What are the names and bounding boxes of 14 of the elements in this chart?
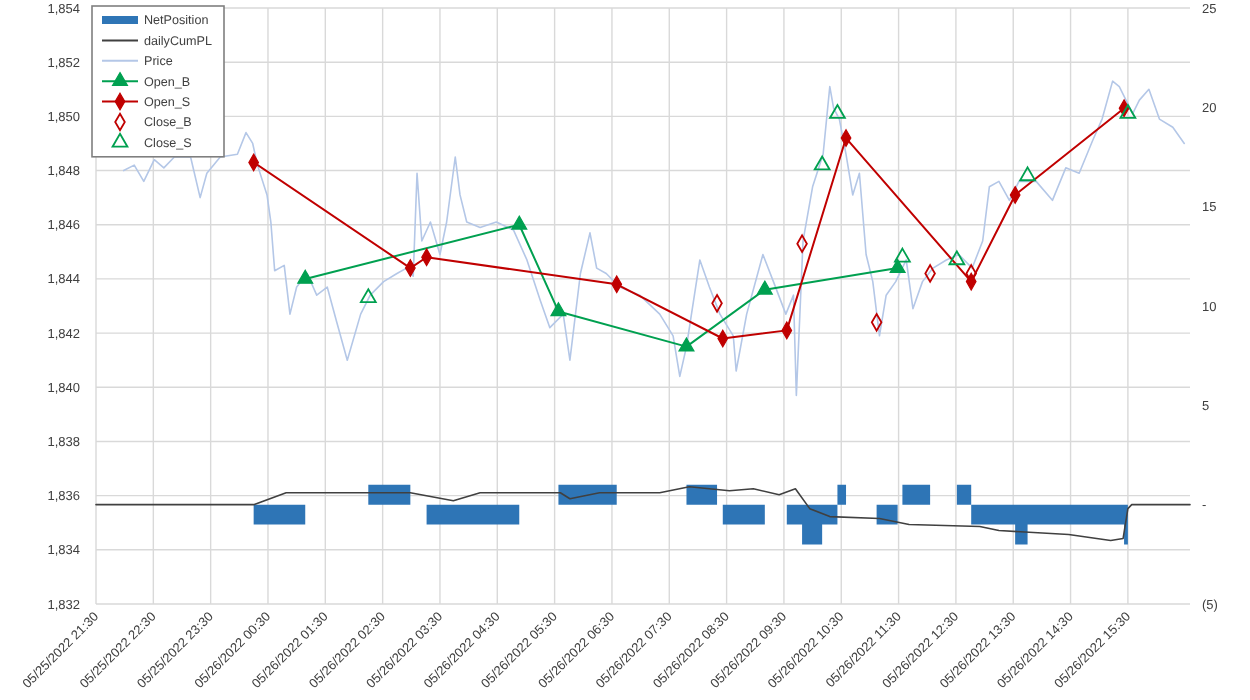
point bbox=[813, 155, 831, 171]
point bbox=[894, 247, 911, 263]
point bbox=[1019, 166, 1036, 182]
point bbox=[678, 337, 695, 352]
point bbox=[297, 269, 314, 284]
point bbox=[756, 280, 773, 295]
point bbox=[1119, 104, 1137, 119]
point bbox=[829, 104, 846, 119]
point bbox=[948, 250, 966, 266]
point bbox=[511, 215, 528, 230]
point bbox=[550, 302, 567, 317]
point bbox=[889, 258, 906, 273]
line-series bbox=[122, 80, 1186, 397]
point bbox=[359, 288, 377, 304]
